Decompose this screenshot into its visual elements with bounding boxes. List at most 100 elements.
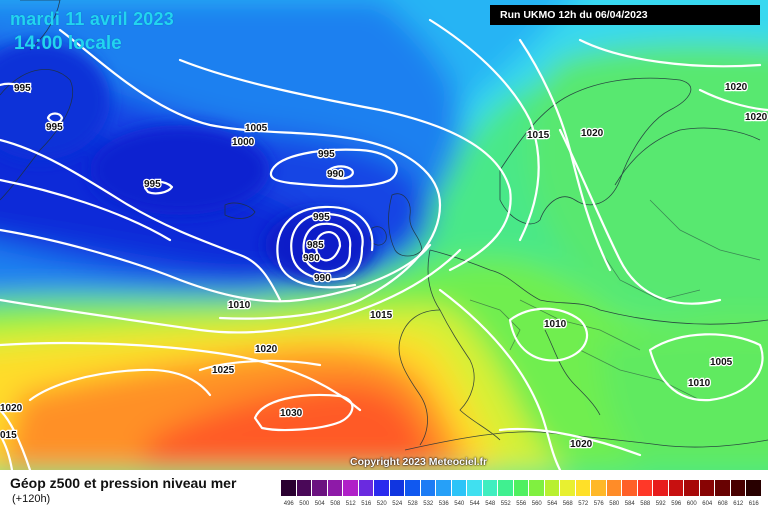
scale-label: 596: [671, 501, 682, 507]
scale-label: 588: [640, 501, 651, 507]
scale-swatch: [451, 480, 467, 496]
scale-swatch: [544, 480, 560, 496]
scale-swatch: [436, 480, 452, 496]
isobar-label: 015: [0, 430, 17, 441]
scale-swatch: [653, 480, 669, 496]
scale-label: 512: [345, 501, 356, 507]
scale-swatch: [281, 480, 297, 496]
scale-label: 580: [609, 501, 620, 507]
scale-swatch: [622, 480, 638, 496]
scale-swatch: [358, 480, 374, 496]
isobar-label: 1030: [280, 408, 303, 419]
isobar-label: 1020: [745, 112, 768, 123]
isobar-label: 1020: [725, 82, 748, 93]
scale-swatch: [575, 480, 591, 496]
model-run-label: Run UKMO 12h du 06/04/2023: [490, 5, 760, 25]
scale-label: 536: [438, 501, 449, 507]
scale-label: 544: [469, 501, 480, 507]
scale-swatch: [343, 480, 359, 496]
isobar-label: 995: [14, 83, 31, 94]
scale-swatch: [699, 480, 715, 496]
legend-footer: Géop z500 et pression niveau mer (+120h)…: [0, 470, 768, 512]
scale-swatch: [591, 480, 607, 496]
scale-swatch: [606, 480, 622, 496]
isobar-label: 1020: [255, 344, 278, 355]
scale-swatch: [327, 480, 343, 496]
scale-label: 592: [655, 501, 666, 507]
scale-swatch: [296, 480, 312, 496]
scale-label: 612: [733, 501, 744, 507]
scale-label: 600: [686, 501, 697, 507]
isobar-label: 1015: [370, 310, 393, 321]
scale-label: 584: [624, 501, 635, 507]
scale-label: 572: [578, 501, 589, 507]
color-scale-labels: 496 500 504 508 512 516 520 524 528 532 536 540 544 5…: [281, 500, 762, 510]
scale-label: 504: [314, 501, 325, 507]
scale-swatch: [374, 480, 390, 496]
isobar-label: 995: [313, 212, 330, 223]
scale-swatch: [560, 480, 576, 496]
isobar-label: 1025: [212, 365, 235, 376]
isobar-label: 1020: [570, 439, 593, 450]
isobar-labels: 995 995 1005 1000 995 990 995 995 985 980 990 1010 1…: [0, 81, 768, 452]
color-scale: [281, 480, 762, 496]
legend-title: Géop z500 et pression niveau mer: [10, 475, 237, 491]
isobar-label: 995: [144, 179, 161, 190]
copyright-notice: Copyright 2023 Meteociel.fr: [350, 456, 488, 468]
scale-label: 516: [361, 501, 372, 507]
isobar-label: 1005: [710, 357, 733, 368]
scale-swatch: [312, 480, 328, 496]
scale-label: 556: [516, 501, 527, 507]
isobar-label: 1005: [245, 123, 268, 134]
scale-swatch: [529, 480, 545, 496]
scale-swatch: [746, 480, 762, 496]
scale-label: 500: [299, 501, 310, 507]
isobar-label: 995: [318, 149, 335, 160]
legend-subtitle: (+120h): [12, 493, 51, 505]
isobar-label: 1010: [228, 300, 251, 311]
isobar-label: 1020: [0, 403, 23, 414]
scale-label: 532: [423, 501, 434, 507]
scale-label: 508: [330, 501, 341, 507]
scale-swatch: [684, 480, 700, 496]
isobar-label: 990: [327, 169, 344, 180]
coastlines: [0, 0, 768, 451]
scale-label: 540: [454, 501, 465, 507]
scale-swatch: [513, 480, 529, 496]
scale-label: 608: [717, 501, 728, 507]
scale-label: 576: [593, 501, 604, 507]
isobar-label: 980: [303, 253, 320, 264]
scale-label: 552: [500, 501, 511, 507]
isobar-label: 1015: [527, 130, 550, 141]
geopotential-color-field: [0, 0, 768, 470]
isobar-label: 1020: [581, 128, 604, 139]
isobars: [0, 18, 768, 470]
isobar-label: 1010: [544, 319, 567, 330]
scale-swatch: [405, 480, 421, 496]
isobar-label: 1000: [232, 137, 255, 148]
isobar-label: 985: [307, 240, 324, 251]
scale-label: 528: [407, 501, 418, 507]
scale-label: 560: [531, 501, 542, 507]
scale-swatch: [482, 480, 498, 496]
scale-swatch: [389, 480, 405, 496]
scale-label: 568: [562, 501, 573, 507]
scale-label: 496: [283, 501, 294, 507]
scale-swatch: [668, 480, 684, 496]
isobar-label: 1010: [688, 378, 711, 389]
scale-swatch: [715, 480, 731, 496]
forecast-date-title: mardi 11 avril 2023: [10, 9, 174, 29]
scale-label: 564: [547, 501, 558, 507]
scale-label: 524: [392, 501, 403, 507]
scale-swatch: [730, 480, 746, 496]
scale-label: 520: [376, 501, 387, 507]
pressure-geopotential-map: 995 995 1005 1000 995 990 995 995 985 980 990 1010 1…: [0, 0, 768, 470]
scale-swatch: [498, 480, 514, 496]
isobar-label: 995: [46, 122, 63, 133]
scale-label: 604: [702, 501, 713, 507]
scale-label: 548: [485, 501, 496, 507]
forecast-time-title: 14:00 locale: [14, 33, 122, 54]
scale-label: 616: [748, 501, 759, 507]
isobar-label: 990: [314, 273, 331, 284]
